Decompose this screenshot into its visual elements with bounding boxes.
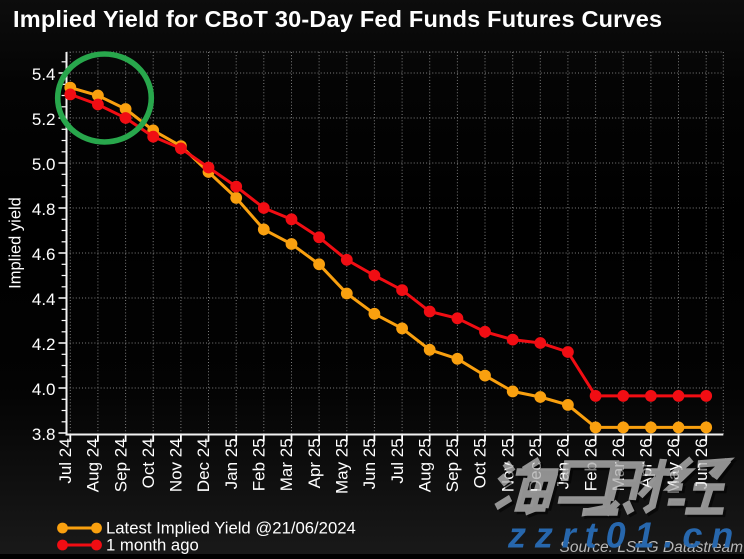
svg-text:Aug 24: Aug 24 <box>84 438 103 492</box>
svg-text:5.0: 5.0 <box>32 155 56 174</box>
svg-text:Source: LSEG Datastream: Source: LSEG Datastream <box>560 539 744 554</box>
svg-text:4.4: 4.4 <box>32 290 56 309</box>
svg-text:Mar 25: Mar 25 <box>277 438 296 491</box>
svg-text:4.0: 4.0 <box>32 380 56 399</box>
svg-text:1 month ago: 1 month ago <box>106 536 199 555</box>
svg-text:3.8: 3.8 <box>32 425 56 444</box>
svg-text:Oct 25: Oct 25 <box>471 438 490 488</box>
svg-text:Dec 24: Dec 24 <box>194 438 213 492</box>
svg-text:Sep 24: Sep 24 <box>111 438 130 492</box>
svg-text:Oct 24: Oct 24 <box>139 438 158 488</box>
svg-text:4.8: 4.8 <box>32 200 56 219</box>
svg-text:Latest Implied Yield @21/06/20: Latest Implied Yield @21/06/2024 <box>106 519 356 538</box>
svg-text:Aug 25: Aug 25 <box>415 438 434 492</box>
svg-text:Jul 25: Jul 25 <box>388 438 407 483</box>
svg-text:Jun 25: Jun 25 <box>360 438 379 489</box>
svg-text:Apr 25: Apr 25 <box>305 438 324 488</box>
svg-text:Jul 24: Jul 24 <box>56 438 75 483</box>
svg-text:4.6: 4.6 <box>32 245 56 264</box>
svg-text:Jan 25: Jan 25 <box>222 438 241 489</box>
svg-text:Nov 24: Nov 24 <box>167 438 186 492</box>
svg-text:Feb 25: Feb 25 <box>250 438 269 491</box>
svg-text:5.4: 5.4 <box>32 65 56 84</box>
svg-text:Implied yield: Implied yield <box>6 197 24 289</box>
svg-text:5.2: 5.2 <box>32 110 56 129</box>
svg-text:zzrt01.cn: zzrt01.cn <box>507 514 742 554</box>
svg-text:4.2: 4.2 <box>32 335 56 354</box>
svg-text:Implied Yield for CBoT 30-Day: Implied Yield for CBoT 30-Day Fed Funds … <box>13 6 662 32</box>
svg-text:May 25: May 25 <box>333 438 352 494</box>
svg-text:Sep 25: Sep 25 <box>443 438 462 492</box>
